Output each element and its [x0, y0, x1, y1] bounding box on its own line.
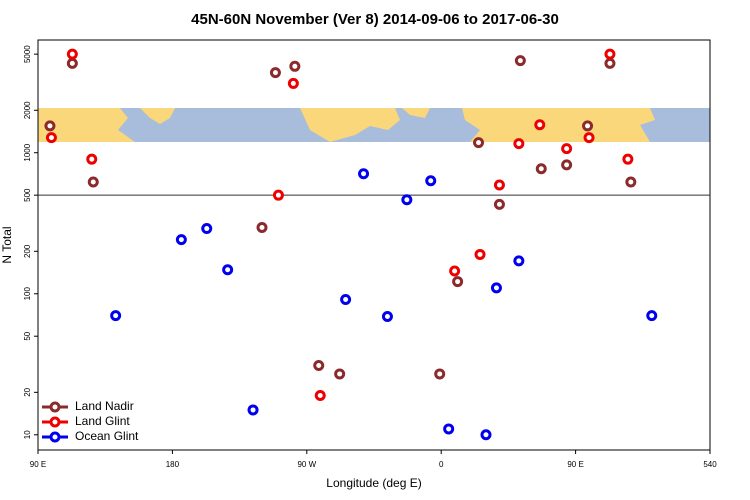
data-point: [222, 264, 234, 276]
data-point: [314, 389, 326, 401]
data-point: [256, 221, 268, 233]
data-point: [534, 119, 546, 131]
y-tick-label: 5000: [23, 45, 32, 63]
data-point: [561, 143, 573, 155]
legend-marker: [49, 401, 61, 413]
data-point: [646, 310, 658, 322]
data-point: [449, 265, 461, 277]
y-tick-label: 100: [23, 287, 32, 301]
data-point: [358, 168, 370, 180]
legend-label: Ocean Glint: [75, 429, 139, 443]
data-point: [201, 223, 213, 235]
x-tick-label: 540: [703, 460, 717, 469]
x-tick-label: 90 E: [567, 460, 583, 469]
data-point: [272, 189, 284, 201]
map-band: [38, 108, 710, 142]
data-point: [401, 194, 413, 206]
data-point: [66, 48, 78, 60]
legend-label: Land Glint: [75, 414, 130, 428]
y-tick-label: 200: [23, 244, 32, 258]
data-point: [110, 310, 122, 322]
data-point: [474, 248, 486, 260]
chart-title: 45N-60N November (Ver 8) 2014-09-06 to 2…: [191, 11, 559, 28]
data-point: [340, 294, 352, 306]
data-point: [86, 153, 98, 165]
y-tick-label: 50: [23, 331, 32, 340]
data-point: [434, 368, 446, 380]
data-point: [513, 138, 525, 150]
data-point: [452, 276, 464, 288]
y-tick-label: 500: [23, 188, 32, 202]
data-point: [604, 57, 616, 69]
data-point: [44, 120, 56, 132]
data-point: [313, 359, 325, 371]
data-point: [269, 67, 281, 79]
data-point: [561, 159, 573, 171]
data-point: [514, 55, 526, 67]
y-axis-label: N Total: [0, 226, 14, 263]
data-point: [582, 120, 594, 132]
data-point: [287, 77, 299, 89]
x-tick-label: 90 W: [297, 460, 316, 469]
data-point: [513, 255, 525, 267]
legend-label: Land Nadir: [75, 399, 134, 413]
x-tick-label: 90 E: [30, 460, 46, 469]
y-tick-label: 2000: [23, 101, 32, 119]
data-point: [381, 310, 393, 322]
data-point: [87, 176, 99, 188]
x-tick-label: 180: [166, 460, 180, 469]
data-point: [604, 48, 616, 60]
data-point: [490, 282, 502, 294]
legend-marker: [49, 416, 61, 428]
plot-frame: [37, 39, 711, 451]
data-point: [289, 60, 301, 72]
y-tick-label: 10: [23, 430, 32, 439]
data-point: [473, 137, 485, 149]
data-point: [493, 179, 505, 191]
data-point: [535, 163, 547, 175]
data-point: [622, 153, 634, 165]
legend-marker: [49, 431, 61, 443]
data-point: [175, 234, 187, 246]
x-tick-label: 0: [439, 460, 444, 469]
data-point: [480, 429, 492, 441]
data-point: [66, 57, 78, 69]
data-point: [45, 132, 57, 144]
data-point: [334, 368, 346, 380]
y-tick-label: 20: [23, 387, 32, 396]
x-axis-label: Longitude (deg E): [326, 476, 421, 490]
data-point: [247, 404, 259, 416]
data-point: [493, 198, 505, 210]
data-point: [583, 132, 595, 144]
y-tick-label: 1000: [23, 143, 32, 161]
data-point: [625, 176, 637, 188]
data-point: [443, 423, 455, 435]
data-point: [425, 175, 437, 187]
